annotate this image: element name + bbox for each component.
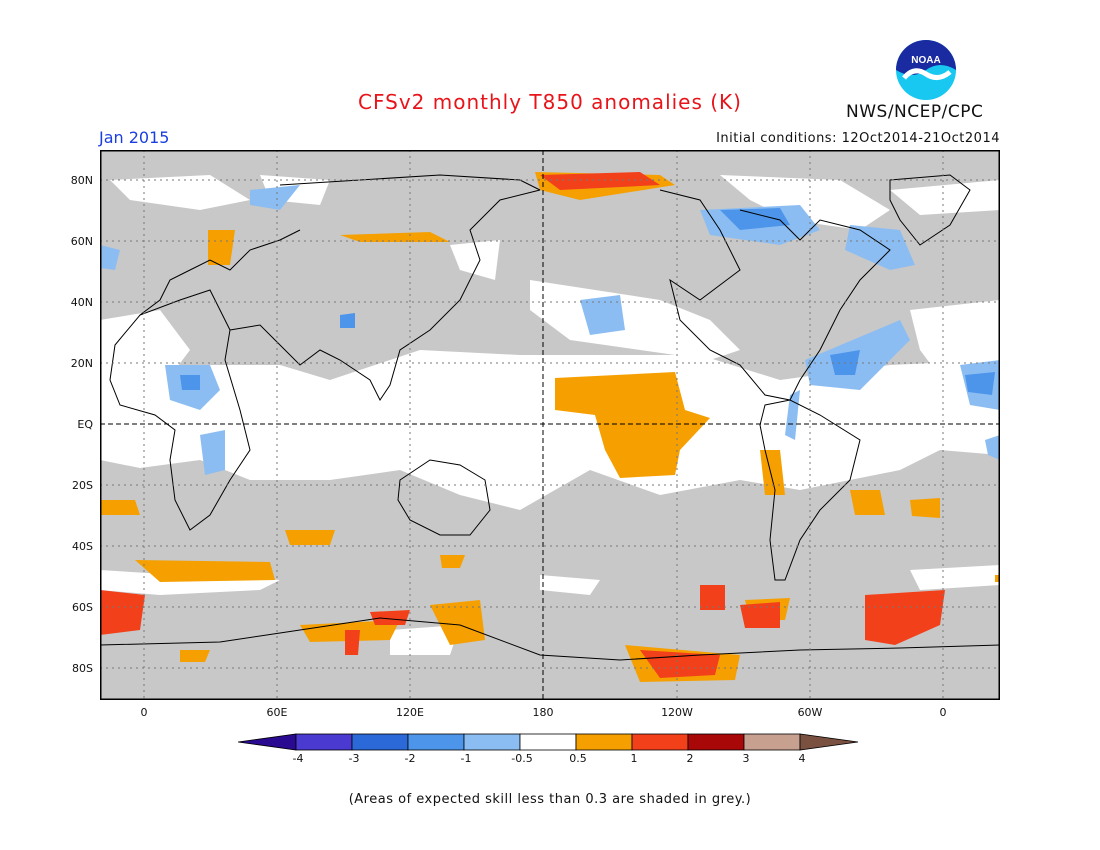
- colorbar-swatch: [687, 733, 745, 751]
- lon-label: 0: [939, 706, 947, 719]
- lon-label: 0: [140, 706, 148, 719]
- valid-month: Jan 2015: [99, 128, 170, 147]
- colorbar-label: 1: [630, 752, 638, 765]
- colorbar-swatch: [631, 733, 689, 751]
- lat-label: 80S: [72, 662, 93, 675]
- initial-conditions: Initial conditions: 12Oct2014-21Oct2014: [716, 131, 1000, 146]
- colorbar-label: -4: [292, 752, 304, 765]
- colorbar-label: 0.5: [569, 752, 587, 765]
- colorbar-label: 2: [686, 752, 694, 765]
- colorbar-label: -2: [404, 752, 416, 765]
- lat-label: 60S: [72, 601, 93, 614]
- lon-label: 60W: [797, 706, 823, 719]
- lat-label: EQ: [77, 418, 93, 431]
- colorbar-swatch: [407, 733, 465, 751]
- colorbar-swatch-min: [238, 733, 297, 751]
- anomaly-map: [100, 150, 1000, 700]
- map-title: CFSv2 monthly T850 anomalies (K): [358, 90, 742, 114]
- lon-label: 180: [532, 706, 554, 719]
- colorbar-swatch: [575, 733, 633, 751]
- colorbar-swatch: [463, 733, 521, 751]
- gridlines: [100, 150, 1000, 700]
- lat-label: 40N: [70, 296, 93, 309]
- lon-label: 120W: [661, 706, 693, 719]
- noaa-logo: NOAA: [896, 40, 956, 100]
- lon-label: 120E: [396, 706, 424, 719]
- colorbar-swatch: [295, 733, 353, 751]
- colorbar-swatch: [351, 733, 409, 751]
- colorbar-swatch-max: [799, 733, 859, 751]
- colorbar-label: 4: [798, 752, 806, 765]
- agency-label: NWS/NCEP/CPC: [846, 102, 984, 122]
- colorbar-label: -1: [460, 752, 472, 765]
- lon-label: 60E: [266, 706, 288, 719]
- lat-label: 80N: [70, 174, 93, 187]
- colorbar-label: -3: [348, 752, 360, 765]
- lat-label: 20N: [70, 357, 93, 370]
- lat-label: 60N: [70, 235, 93, 248]
- skill-footnote: (Areas of expected skill less than 0.3 a…: [348, 792, 752, 807]
- map-frame: [100, 150, 1000, 700]
- colorbar-swatch: [519, 733, 577, 751]
- lat-label: 20S: [72, 479, 93, 492]
- colorbar-swatch: [743, 733, 801, 751]
- coastlines: [100, 174, 1000, 661]
- colorbar-label: -0.5: [511, 752, 533, 765]
- lat-label: 40S: [72, 540, 93, 553]
- colorbar-label: 3: [742, 752, 750, 765]
- logo-text: NOAA: [911, 55, 940, 66]
- colorbar: [238, 733, 859, 751]
